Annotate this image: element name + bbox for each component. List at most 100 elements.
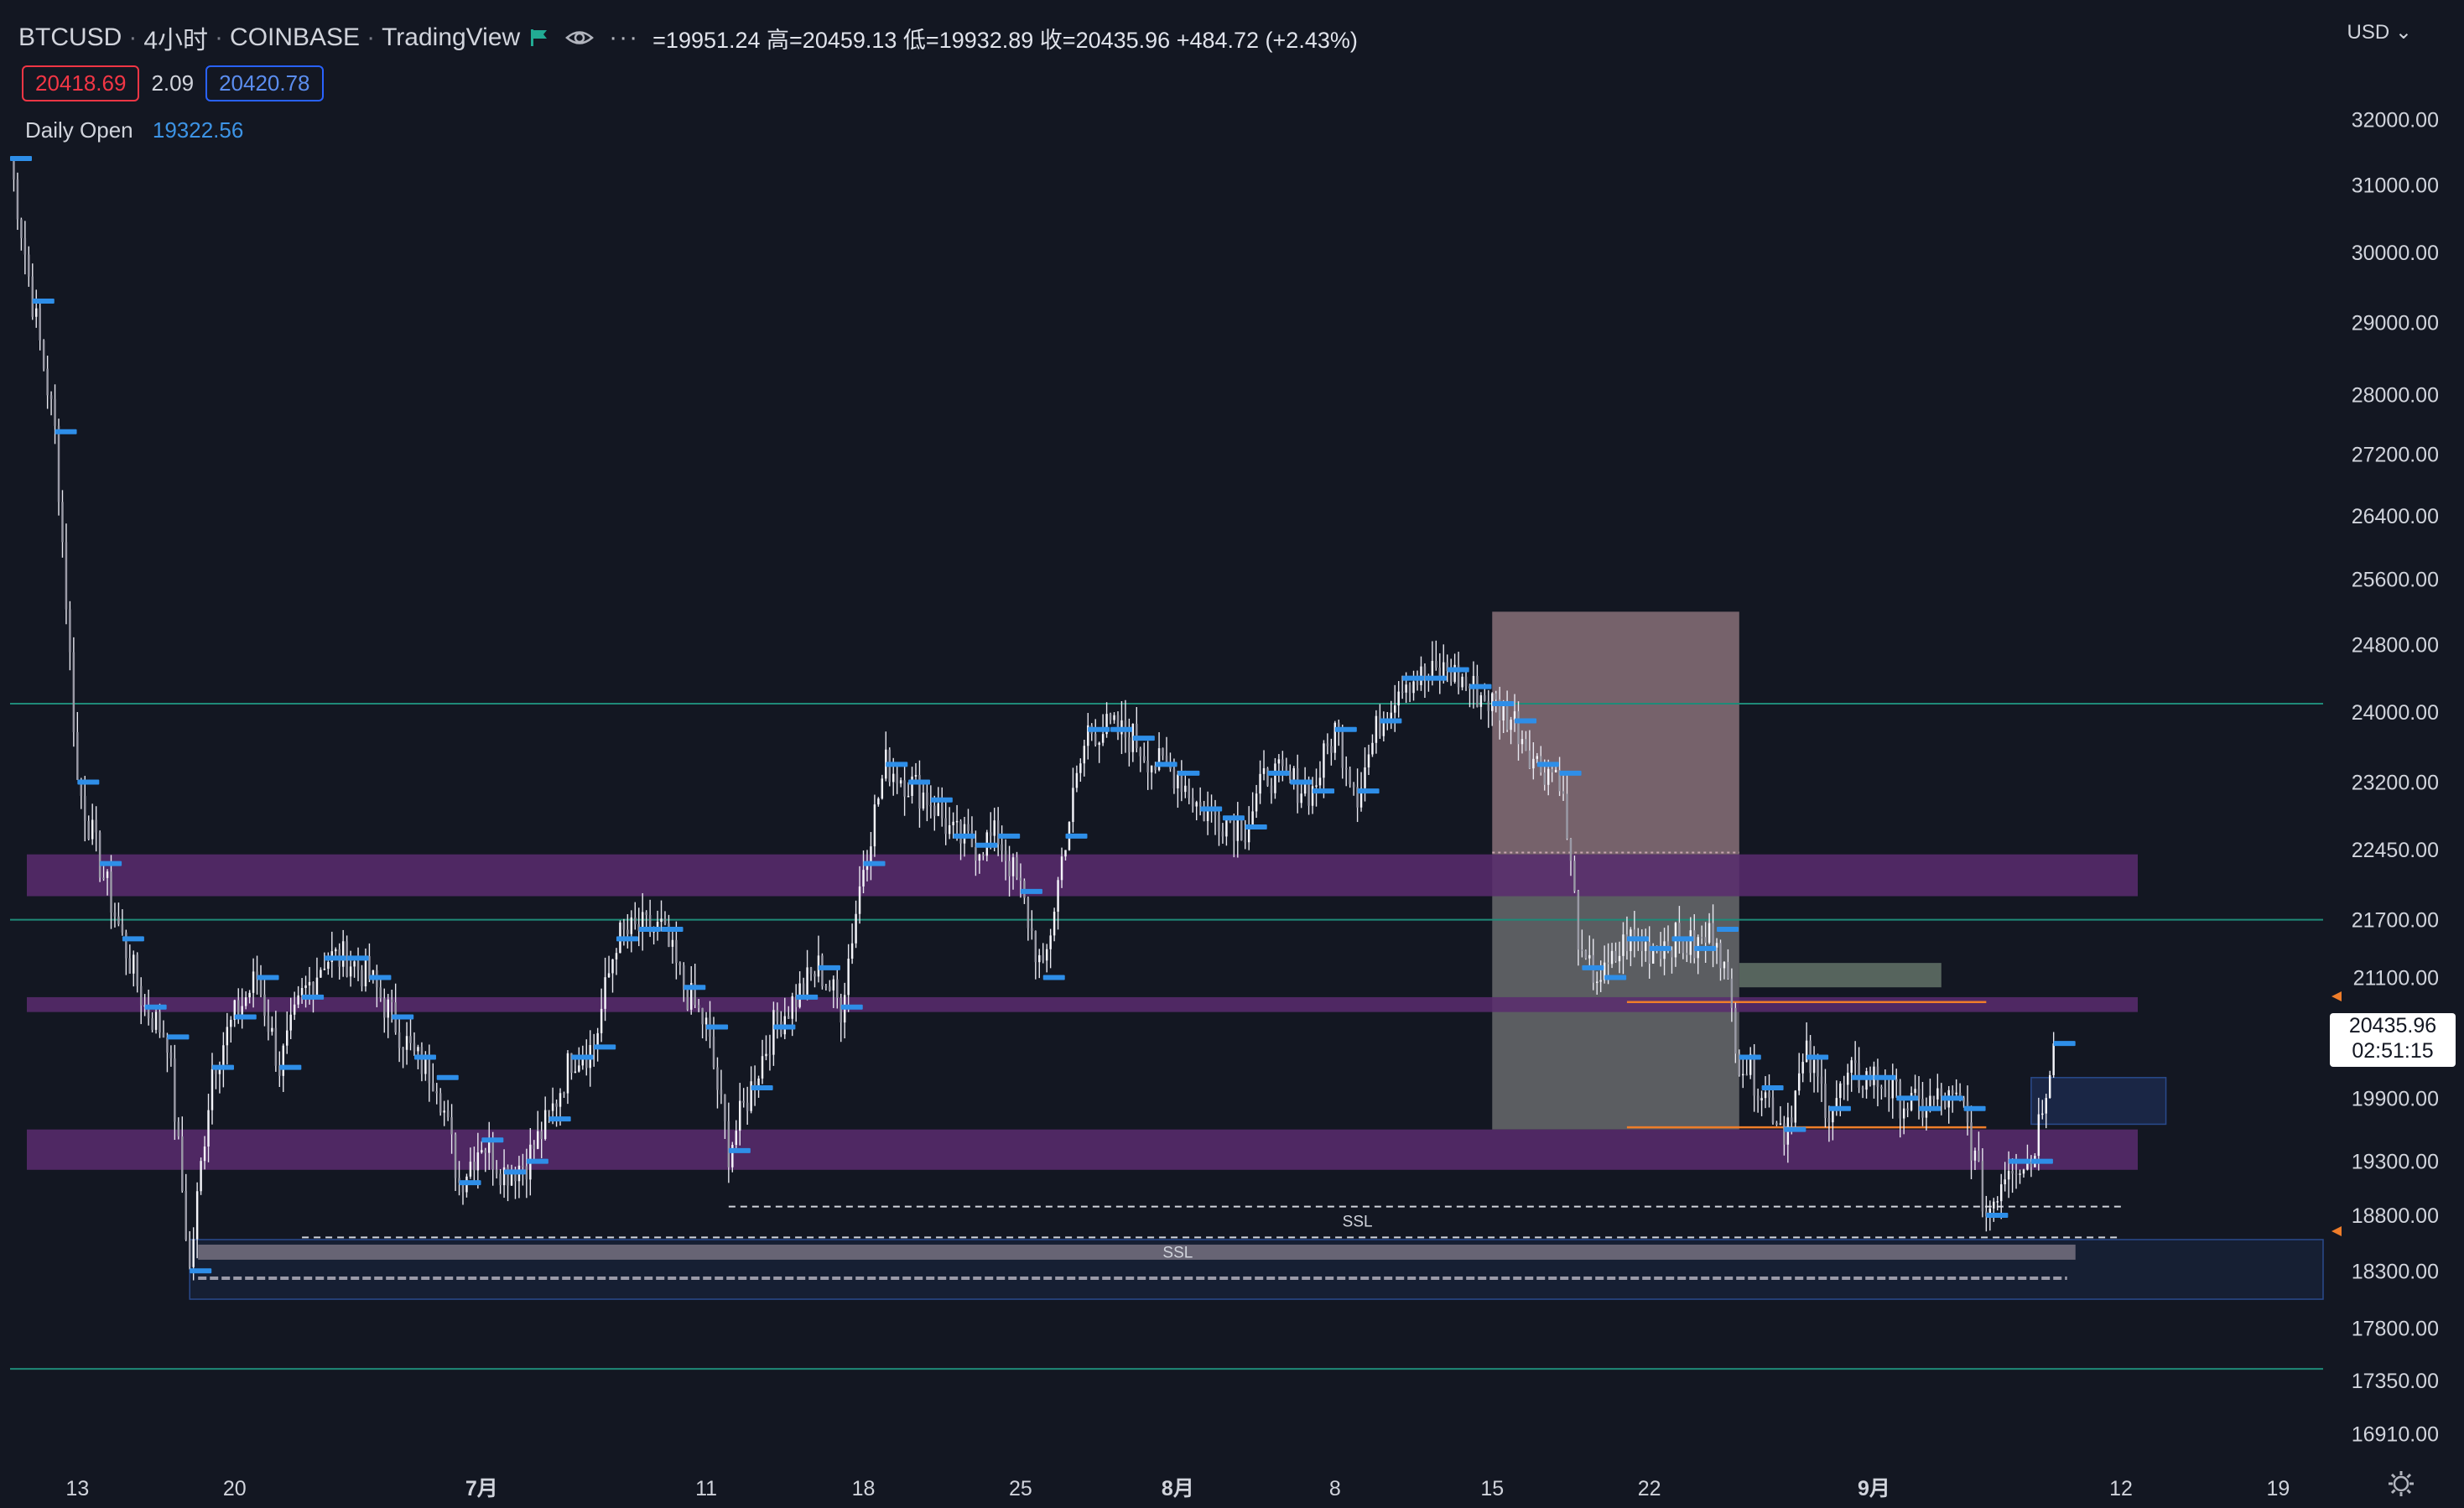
candle <box>1498 686 1501 740</box>
candle <box>39 303 41 351</box>
candle <box>1902 1098 1905 1135</box>
candle <box>488 1121 491 1170</box>
candle <box>1873 1061 1875 1099</box>
settings-icon[interactable] <box>2387 1469 2415 1498</box>
candle-body <box>91 819 94 840</box>
daily-open-marker <box>1155 762 1177 767</box>
daily-open-marker <box>751 1085 773 1091</box>
candle-body <box>1449 671 1453 682</box>
candle-body <box>1797 1073 1801 1091</box>
candle-body <box>1820 1076 1823 1084</box>
candle-body <box>1532 758 1535 769</box>
candle-body <box>1206 809 1209 821</box>
candle-body <box>510 1172 513 1186</box>
candle <box>428 1044 431 1102</box>
candle-body <box>892 773 895 783</box>
candle <box>630 910 633 953</box>
candle-body <box>697 1005 700 1008</box>
candle <box>1584 949 1588 960</box>
candle <box>1109 712 1112 725</box>
candle <box>656 910 659 941</box>
candle-body <box>668 923 670 947</box>
candle <box>1338 719 1340 746</box>
legend-separator: · <box>215 23 224 51</box>
candle-body <box>2007 1170 2010 1180</box>
symbol-name[interactable]: BTCUSD <box>18 23 122 51</box>
candle-body <box>727 1121 730 1167</box>
interval-label[interactable]: 4小时 <box>143 27 209 55</box>
candle-body <box>1079 763 1082 773</box>
candle-body <box>1221 831 1224 837</box>
candle-body <box>113 912 117 917</box>
sell-price-button[interactable]: 20418.69 <box>22 65 140 101</box>
candle <box>1981 1148 1984 1218</box>
daily-open-legend[interactable]: Daily Open 19322.56 <box>25 117 243 143</box>
candle-body <box>1416 681 1419 685</box>
candle <box>1914 1074 1916 1097</box>
buy-price-button[interactable]: 20420.78 <box>205 65 324 101</box>
currency-selector[interactable]: USD ⌄ <box>2347 20 2412 44</box>
candle-body <box>840 997 842 1023</box>
candle-body <box>948 824 951 835</box>
candle <box>300 978 304 1004</box>
flag-icon[interactable] <box>528 27 550 49</box>
candle <box>1801 1053 1804 1083</box>
candle <box>918 760 921 828</box>
candle-body <box>1349 769 1351 785</box>
candle-body <box>1142 756 1146 762</box>
candle-body <box>476 1152 480 1171</box>
candle <box>256 955 258 995</box>
candle-body <box>1738 1053 1741 1075</box>
candle <box>776 1002 779 1039</box>
candle <box>1955 1079 1957 1096</box>
candle-body <box>1659 949 1662 959</box>
candle-body <box>1476 675 1479 707</box>
candle <box>185 1173 187 1241</box>
candle <box>2037 1097 2040 1171</box>
candle-body <box>259 979 263 995</box>
y-tick-label: 23200.00 <box>2352 771 2439 794</box>
candle <box>1423 663 1427 699</box>
candle <box>1027 896 1030 941</box>
daily-open-marker <box>1424 675 1447 681</box>
candle-body <box>1203 806 1205 821</box>
candle-body <box>1525 739 1527 751</box>
candle-body <box>596 1032 599 1050</box>
y-tick-label: 27200.00 <box>2352 444 2439 467</box>
candle-body <box>832 979 835 991</box>
candle <box>2007 1151 2010 1199</box>
candle <box>1858 1047 1860 1094</box>
candle-body <box>1771 1097 1775 1123</box>
x-tick-label: 11 <box>695 1477 717 1500</box>
more-icon[interactable]: ··· <box>609 23 640 51</box>
candle-body <box>678 962 682 966</box>
candle-body <box>1794 1090 1796 1123</box>
candle <box>57 419 60 516</box>
candle-body <box>147 1005 150 1019</box>
eye-icon[interactable] <box>565 27 595 49</box>
candle <box>1262 750 1266 781</box>
candle-body <box>1577 891 1580 950</box>
daily-open-marker <box>413 1054 436 1060</box>
candle <box>663 911 667 926</box>
daily-open-marker <box>1380 718 1402 724</box>
y-tick-label: 26400.00 <box>2352 505 2439 528</box>
candle-body <box>1139 748 1141 757</box>
legend: BTCUSD · 4小时 · COINBASE · TradingView ··… <box>18 18 1358 57</box>
candle-body <box>581 1059 585 1066</box>
candle-body <box>248 992 251 998</box>
candle-body <box>578 1065 580 1072</box>
candle-body <box>634 917 637 925</box>
candle-body <box>215 1069 217 1074</box>
daily-open-marker <box>1402 675 1425 681</box>
daily-open-marker <box>1290 779 1313 785</box>
candle-body <box>432 1083 434 1092</box>
candle <box>798 971 801 1009</box>
candle-body <box>1978 1150 1980 1162</box>
candle <box>814 970 816 988</box>
candle <box>211 1053 214 1125</box>
candle-body <box>1569 838 1572 861</box>
candle-body <box>1715 943 1718 948</box>
